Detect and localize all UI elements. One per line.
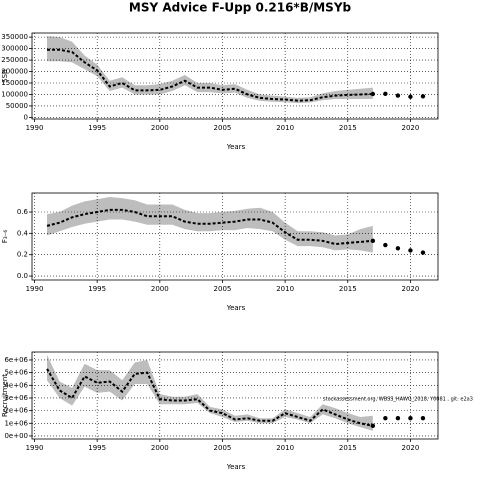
y-tick-label: 250000	[1, 56, 28, 64]
x-tick-label: 2015	[339, 124, 357, 132]
projection-point	[370, 91, 376, 97]
projection-point	[370, 423, 376, 429]
y-tick-label: 0.4	[17, 229, 29, 237]
x-tick-label: 1995	[88, 124, 106, 132]
y-tick-label: 4e+06	[4, 381, 28, 389]
x-tick-label: 2000	[151, 285, 169, 293]
confidence-band	[47, 354, 373, 431]
x-tick-label: 2000	[151, 444, 169, 452]
confidence-band	[47, 35, 373, 104]
x-tick-label: 2005	[214, 285, 232, 293]
median-line	[46, 368, 374, 427]
y-axis-label: Recruitment	[1, 374, 9, 417]
x-tick-label: 2020	[402, 285, 420, 293]
y-tick-label: 300000	[1, 45, 28, 53]
y-tick-label: 6e+06	[4, 356, 28, 364]
x-tick-label: 2020	[402, 124, 420, 132]
x-tick-label: 2000	[151, 124, 169, 132]
y-tick-label: 50000	[6, 102, 28, 110]
median-line	[47, 48, 373, 102]
plot-frame	[31, 351, 439, 440]
x-tick-label: 2005	[214, 444, 232, 452]
y-tick-label: 1e+06	[4, 419, 28, 427]
projection-point	[395, 93, 401, 98]
chart-title: MSY Advice F-Upp 0.216*B/MSYb	[129, 1, 352, 15]
x-axis-label: Years	[226, 463, 246, 471]
projection-point	[383, 91, 388, 96]
y-tick-label: 0.6	[17, 208, 29, 216]
x-tick-label: 2005	[214, 124, 232, 132]
x-tick-label: 1990	[26, 124, 44, 132]
median-line	[46, 208, 373, 246]
y-axis-label: SSB	[1, 69, 9, 83]
projection-point	[395, 416, 401, 421]
projection-point	[383, 416, 388, 421]
plot-frame	[31, 192, 439, 281]
x-tick-label: 2010	[276, 124, 294, 132]
projection-point	[420, 94, 426, 99]
y-tick-label: 100000	[1, 90, 28, 98]
projection-point	[408, 94, 413, 99]
y-tick-label: 0.0	[17, 272, 28, 280]
x-tick-label: 1995	[88, 285, 106, 293]
confidence-band	[47, 197, 373, 253]
y-tick-label: 350000	[1, 33, 28, 41]
y-tick-label: 200000	[1, 68, 28, 76]
x-tick-label: 1990	[26, 285, 44, 293]
x-tick-label: 2015	[339, 444, 357, 452]
y-tick-label: 5e+06	[4, 369, 28, 377]
y-axis-label: F₃₋₆	[1, 230, 9, 244]
x-tick-label: 1990	[26, 444, 44, 452]
y-tick-label: 0	[24, 113, 28, 121]
x-tick-label: 1995	[88, 444, 106, 452]
projection-point	[408, 248, 413, 253]
projection-point	[395, 246, 401, 251]
x-tick-label: 2020	[402, 444, 420, 452]
plot-frame	[31, 32, 439, 120]
x-axis-label: Years	[226, 143, 246, 151]
y-tick-label: 0e+00	[4, 432, 28, 440]
projection-point	[408, 416, 413, 421]
projection-point	[420, 416, 426, 421]
y-tick-label: 2e+06	[4, 407, 28, 415]
x-axis-label: Years	[226, 304, 246, 312]
y-tick-label: 3e+06	[4, 394, 28, 402]
x-tick-label: 2010	[276, 285, 294, 293]
projection-point	[383, 242, 388, 248]
y-tick-label: 150000	[1, 79, 28, 87]
y-tick-label: 0.2	[17, 251, 28, 259]
projection-point	[370, 238, 376, 244]
x-tick-label: 2010	[276, 444, 294, 452]
projection-point	[420, 250, 426, 255]
x-tick-label: 2015	[339, 285, 357, 293]
annotation: stockassessment.org, WBSS_HAWG_2018, Y00…	[323, 397, 473, 403]
